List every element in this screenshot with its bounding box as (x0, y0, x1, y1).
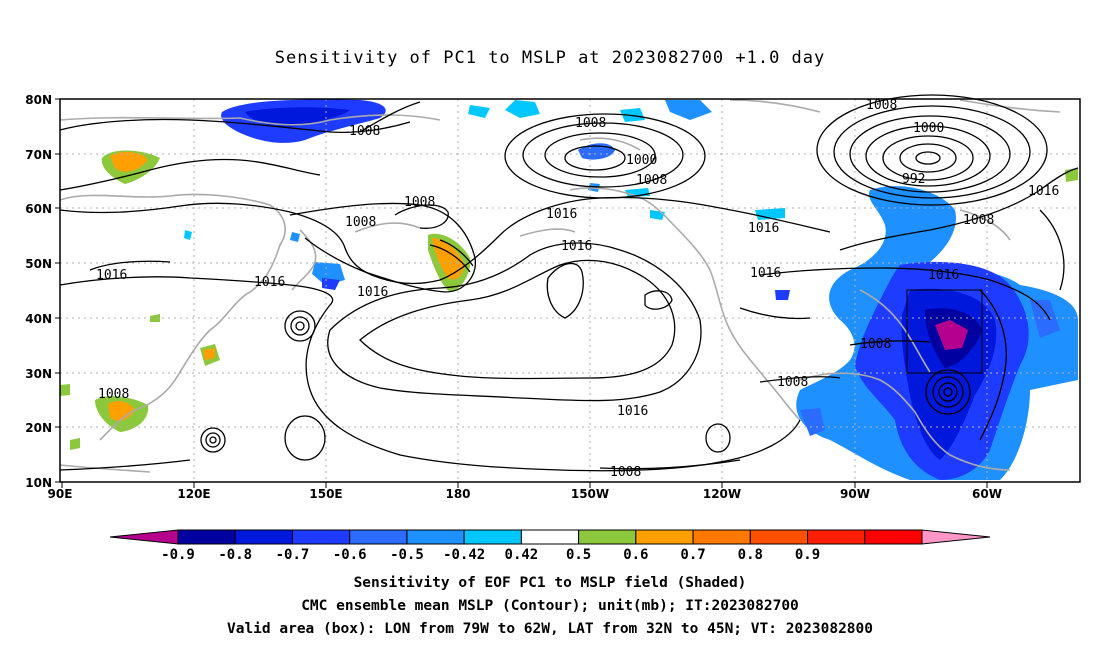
x-tick-label: 60W (972, 487, 1002, 501)
colorbar-label: 0.42 (505, 547, 539, 563)
contour-label: 1008 (98, 387, 129, 402)
colorbar-label: -0.8 (218, 547, 252, 563)
contour-label: 1016 (928, 268, 959, 283)
colorbar-swatch (234, 529, 293, 545)
colorbar-swatch (692, 529, 751, 545)
contour-label: 1008 (777, 375, 808, 390)
colorbar-swatch (291, 529, 351, 545)
colorbar-swatch (749, 529, 809, 545)
x-tick-label: 120W (703, 487, 741, 501)
contour-label: 992 (902, 172, 925, 187)
colorbar-label: 0.6 (623, 547, 648, 563)
colorbar-swatch (177, 529, 236, 545)
coastlines (59, 99, 1061, 473)
colorbar-label: -0.6 (333, 547, 367, 563)
contour-label: 1008 (610, 465, 641, 480)
contour-label: 1016 (617, 404, 648, 419)
contour-label: 1016 (254, 275, 285, 290)
contour-label: 1008 (636, 173, 667, 188)
colorbar-label: 0.5 (566, 547, 591, 563)
valid-area-box (906, 289, 983, 374)
gridlines (60, 99, 1080, 482)
colorbar-label: 0.9 (795, 547, 820, 563)
y-tick-label: 30N (25, 367, 52, 381)
x-tick-label: 90E (48, 487, 73, 501)
colorbar-label: -0.7 (276, 547, 310, 563)
colorbar-swatch (463, 529, 522, 545)
contour-label: 1016 (546, 207, 577, 222)
contour-label: 1008 (349, 124, 380, 139)
y-tick-label: 40N (25, 312, 52, 326)
caption-line-1: Sensitivity of EOF PC1 to MSLP field (Sh… (353, 575, 747, 591)
y-tick-label: 10N (25, 476, 52, 490)
contour-labels: 1008 1008 1008 1008 1008 1008 1008 1000 … (96, 98, 1059, 480)
colorbar-swatch (864, 529, 923, 545)
contour-label: 1008 (860, 337, 891, 352)
caption-line-2: CMC ensemble mean MSLP (Contour); unit(m… (301, 598, 799, 614)
contour-label: 1016 (561, 239, 592, 254)
colorbar-swatch (406, 529, 465, 545)
colorbar-swatch (520, 529, 580, 545)
plot-frame (59, 98, 1081, 483)
colorbar-label: 0.7 (680, 547, 705, 563)
colorbar-swatch (349, 529, 408, 545)
colorbar-label: -0.9 (161, 547, 195, 563)
x-axis-labels: 90E 120E 150E 180 150W 120W 90W 60W (48, 487, 1002, 501)
colorbar-arrow-left (109, 529, 179, 545)
contour-label: 1016 (96, 268, 127, 283)
x-tick-label: 180 (445, 487, 470, 501)
contour-label: 1016 (748, 221, 779, 236)
y-tick-label: 70N (25, 148, 52, 162)
colorbar-arrow-right (921, 529, 991, 545)
colorbar-swatch (635, 529, 694, 545)
y-tick-label: 20N (25, 421, 52, 435)
colorbar-swatch (578, 529, 637, 545)
y-axis-labels: 80N 70N 60N 50N 40N 30N 20N 10N (25, 93, 52, 490)
colorbar: -0.9 -0.8 -0.7 -0.6 -0.5 -0.42 0.42 0.5 0.6 0.7 0.… (109, 529, 991, 563)
colorbar-label: 0.8 (738, 547, 763, 563)
axis-ticks (55, 98, 988, 488)
colorbar-swatch (807, 529, 866, 545)
x-tick-label: 150W (571, 487, 609, 501)
x-tick-label: 90W (840, 487, 870, 501)
contour-label: 1000 (626, 153, 657, 168)
y-tick-label: 80N (25, 93, 52, 107)
contour-label: 1016 (750, 266, 781, 281)
mslp-contours (59, 94, 1079, 472)
contour-label: 1016 (357, 285, 388, 300)
contour-label: 1008 (404, 195, 435, 210)
contour-label: 1008 (575, 116, 606, 131)
caption-line-3: Valid area (box): LON from 79W to 62W, L… (226, 621, 873, 637)
contour-label: 1000 (913, 121, 944, 136)
y-tick-label: 50N (25, 257, 52, 271)
x-tick-label: 120E (177, 487, 210, 501)
colorbar-label: -0.42 (443, 547, 485, 563)
contour-label: 1016 (1028, 184, 1059, 199)
contour-label: 1008 (866, 98, 897, 113)
contour-label: 1008 (345, 215, 376, 230)
contour-label: 1008 (963, 213, 994, 228)
x-tick-label: 150E (309, 487, 342, 501)
map-title: Sensitivity of PC1 to MSLP at 2023082700… (274, 48, 826, 68)
colorbar-label: -0.5 (390, 547, 424, 563)
y-tick-label: 60N (25, 202, 52, 216)
